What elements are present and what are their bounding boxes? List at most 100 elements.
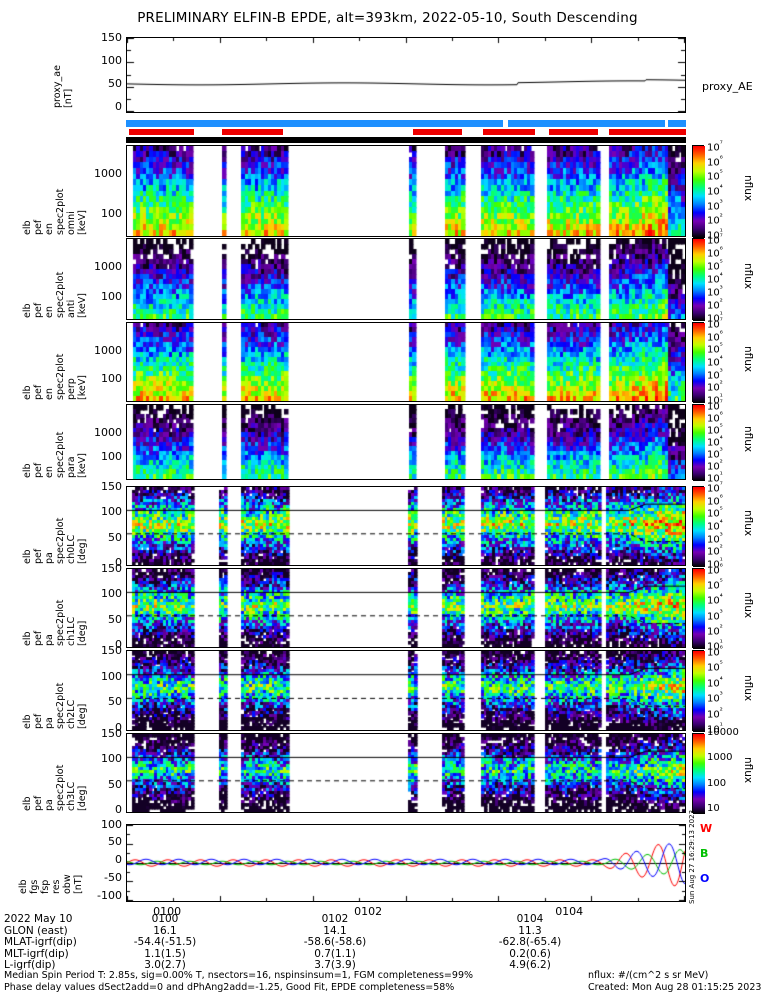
colorbar-tick-label: 10² [707,297,723,312]
proxy-ae-right-label: proxy_AE [702,80,753,93]
energy-panel-2-ylabel: elb pef en spec2plot perp [keV] [22,324,88,400]
energy-panel-3-ytick-1000: 1000 [94,426,122,439]
status-bar-red [128,129,195,135]
pitch-panel-3-ylabel: elb pef pa spec2plot ch3LC [deg] [22,735,88,811]
ylabel-word: para [66,456,77,478]
ephemeris-value: 14.1 [323,924,347,937]
colorbar-title: nflux [742,263,754,290]
status-bar-blue [668,120,686,127]
top-panel-ylabel: proxy_ae [nT] [52,65,74,108]
energy-panel-1-ytick-100: 100 [101,290,122,303]
energy-panel-2-ytick-100: 100 [101,372,122,385]
ylabel-word: perp [66,378,77,400]
ylabel-word: pef [33,630,44,646]
status-bar-red [222,129,283,135]
colorbar-tick-label: 10³ [707,690,723,705]
ylabel-word: [keV] [77,210,88,235]
colorbar-gradient [693,569,705,649]
ylabel-word: elb [22,631,33,646]
proxy-ae-panel [126,37,686,113]
ephemeris-value: 0.2(0.6) [509,947,551,960]
pitch-panel-1-ytick-100: 100 [101,587,122,601]
ylabel-word: spec2plot [55,682,66,729]
colorbar-tick-label: 1000 [707,752,733,764]
ephemeris-value: 0102 [321,913,349,925]
colorbar-tick-label: 10⁵ [707,659,723,674]
status-bar-red [412,129,462,135]
fgm-residual-panel [126,824,686,902]
ylabel-word: spec2plot [55,188,66,235]
colorbar-tick-label: 10⁴ [707,434,723,449]
footer-right-line2: Created: Mon Aug 28 01:15:25 2023 [588,982,762,993]
status-bar-blue [126,120,503,127]
fgm-ytick-neg100: -100 [97,889,122,902]
footer-left-line1: Median Spin Period T: 2.85s, sig=0.00% T… [4,970,474,981]
colorbar-tick-label: 10⁶ [707,328,723,343]
ylabel-word: pef [33,302,44,318]
colorbar-tick-label: 10⁶ [707,644,723,659]
colorbar-gradient [693,323,705,403]
pitch-panel-0-ytick-100: 100 [101,505,122,519]
energy-spectrogram-panel-2 [126,322,686,402]
ylabel-word: pa [44,552,55,564]
pitch-colorbar-3 [692,733,705,814]
energy-colorbar-0 [692,145,705,238]
legend-b: B [700,847,709,860]
colorbar-tick-label: 10⁵ [707,168,723,183]
colorbar-tick-label: 10⁷ [707,232,723,247]
legend-o: O [700,872,710,885]
colorbar-title: nflux [742,674,754,701]
fgm-ytick-50: 50 [108,835,122,848]
pitch-panel-0-ylabel: elb pef pa spec2plot ch0LC [deg] [22,488,88,564]
pitch-spectrogram-canvas-1 [127,569,685,647]
energy-spectrogram-canvas-0 [127,146,685,236]
colorbar-tick-label: 10⁷ [707,480,723,495]
colorbar-tick-label: 10⁵ [707,505,723,520]
colorbar-tick-label: 10² [707,543,723,558]
ylabel-word: [deg] [77,703,88,729]
energy-spectrogram-canvas-2 [127,323,685,401]
ylabel-word: en [44,306,55,318]
colorbar-tick-label: 10⁵ [707,341,723,356]
colorbar-tick-label: 10² [707,458,723,473]
pitch-panel-1-ylabel: elb pef pa spec2plot ch1LC [deg] [22,570,88,646]
pitch-panel-1-ytick-0: 0 [115,638,122,651]
colorbar-tick-label: 10³ [707,530,723,545]
status-bar-blue [507,120,665,127]
colorbar-tick-label: 10⁶ [707,153,723,168]
ylabel-word: omni [66,211,77,235]
ylabel-word: pa [44,799,55,811]
ylabel-word: pef [33,384,44,400]
ylabel-word: [keV] [77,375,88,400]
top-panel-ytick-150: 150 [101,31,122,44]
ephemeris-value: 3.7(3.9) [314,959,356,971]
energy-spectrogram-canvas-3 [127,405,685,479]
pitch-spectrogram-panel-2 [126,650,686,731]
ylabel-word: [keV] [77,293,88,318]
colorbar-tick-label: 10⁴ [707,183,723,198]
ylabel-word: spec2plot [55,271,66,318]
ylabel-word: ch2LC [66,699,77,729]
pitch-spectrogram-canvas-3 [127,734,685,812]
ephemeris-row-label: L-igrf(dip) [4,959,56,971]
colorbar-tick-label: 10³ [707,284,723,299]
colorbar-tick-label: 10 [707,803,720,814]
ephemeris-row-label: 2022 May 10 [4,913,73,925]
colorbar-tick-label: 10¹ [707,556,723,571]
colorbar-gradient [693,734,705,814]
pitch-spectrogram-panel-0 [126,486,686,566]
status-bar-red [482,129,535,135]
energy-colorbar-2 [692,322,705,403]
colorbar-gradient [693,487,705,567]
pitch-panel-2-ytick-100: 100 [101,669,122,683]
ephemeris-value: 1.1(1.5) [144,947,186,960]
colorbar-tick-label: 10¹ [707,638,723,653]
ylabel-word: en [44,388,55,400]
colorbar-tick-label: 10⁶ [707,245,723,260]
ylabel-word: elb [22,463,33,478]
colorbar-tick-label: 10⁴ [707,592,723,607]
ylabel-word: en [44,223,55,235]
ylabel-word: elb [22,220,33,235]
ylabel-word: anti [66,299,77,318]
energy-spectrogram-panel-3 [126,404,686,480]
